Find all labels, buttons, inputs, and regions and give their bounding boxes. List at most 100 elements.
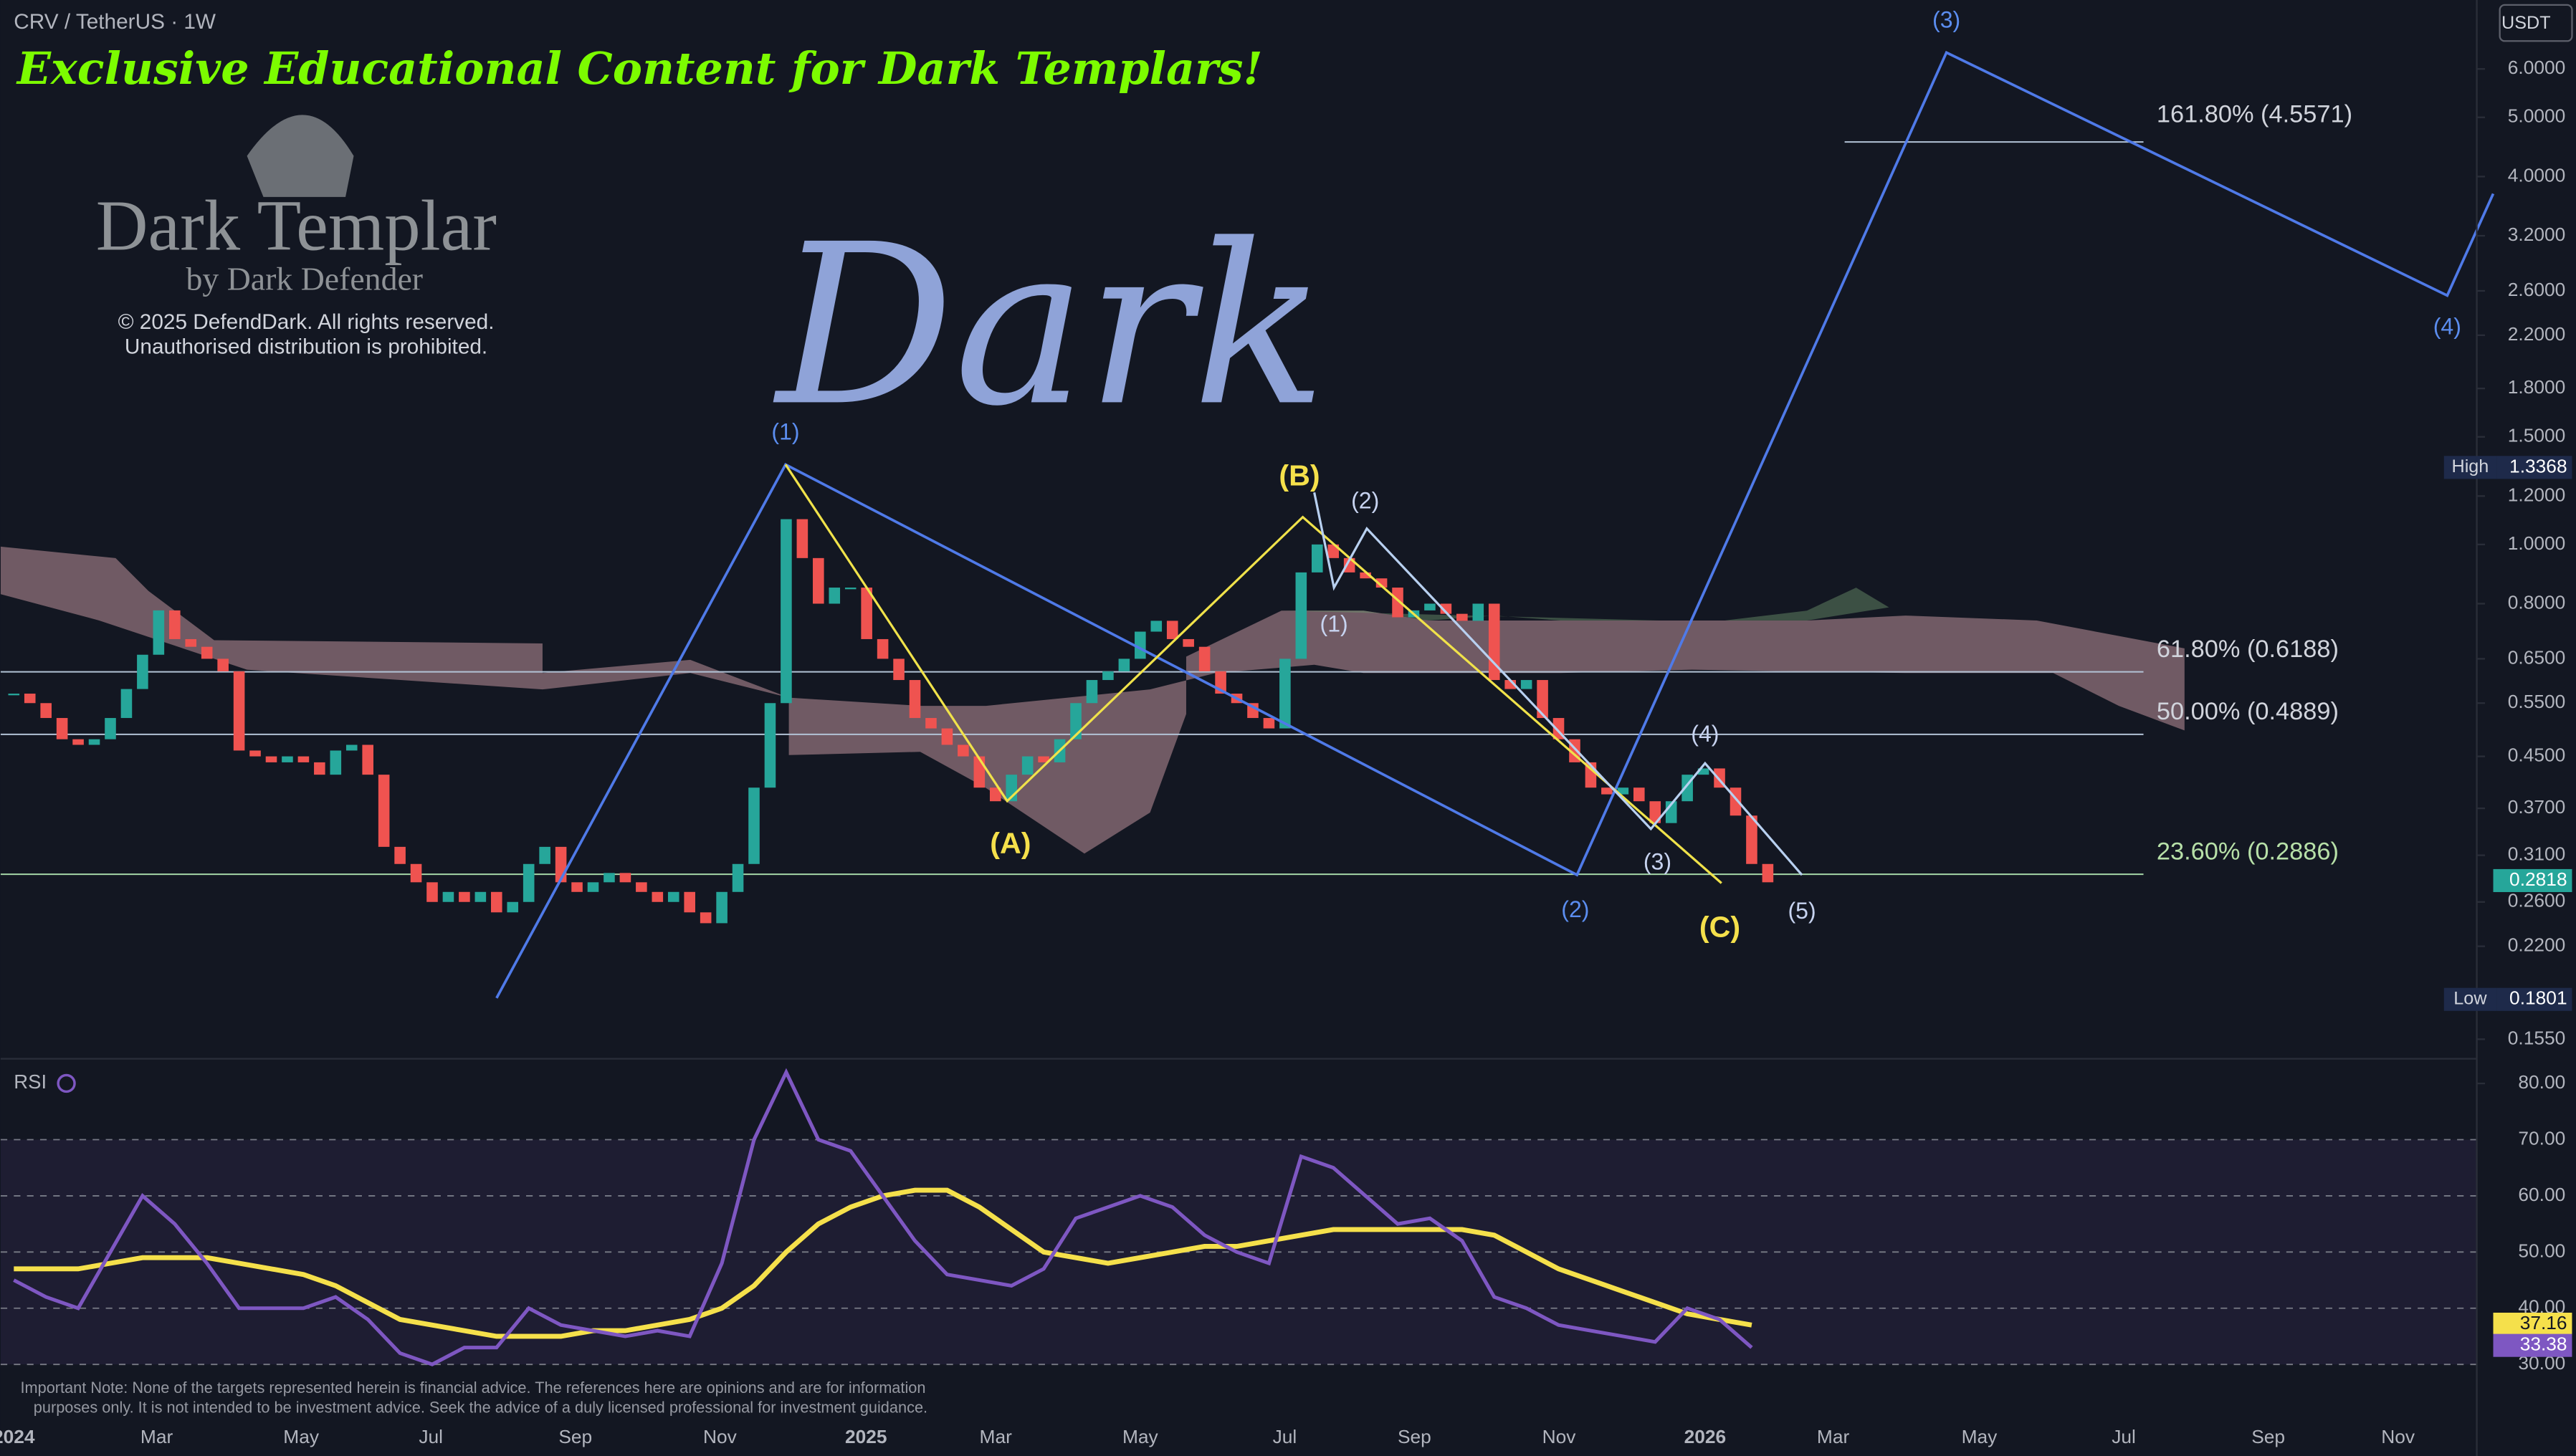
candle [378,775,390,847]
candle [410,863,422,883]
currency-button[interactable] [2499,4,2573,42]
rsi-line [13,1068,1753,1366]
candle [973,756,986,788]
disclaimer-line: purposes only. It is not intended to be … [34,1398,927,1416]
candle [394,846,406,864]
y-tick-label: 3.2000 [2508,224,2566,245]
candle [1360,572,1371,579]
candle [941,728,953,745]
candle [282,756,293,762]
candle [925,718,937,729]
y-tick-label: 1.8000 [2508,376,2566,398]
candle [989,787,1001,802]
candle [120,689,133,719]
candle [1166,621,1178,639]
y-tick-label: 2.2000 [2508,323,2566,345]
candle [491,891,502,913]
x-tick-label: Jul [2112,1426,2136,1447]
candle [1456,613,1468,621]
y-tick-label: 0.1550 [2508,1027,2566,1048]
candle [796,519,808,558]
candle [1038,756,1049,762]
candle [861,588,872,639]
candle [958,744,969,757]
x-tick-label: May [1122,1426,1159,1447]
candle [8,694,20,696]
candle [474,891,487,902]
rsi-tick-label: 60.00 [2518,1184,2565,1205]
notice: Unauthorised distribution is prohibited. [125,335,487,359]
y-tick-label: 0.2600 [2508,890,2566,911]
candle [523,863,535,902]
y-tick-label: 0.3100 [2508,843,2566,865]
candle [1150,621,1163,632]
candle [732,863,744,892]
candle [1617,787,1629,795]
rsi-tick-label: 80.00 [2518,1071,2565,1093]
candle [1472,603,1484,621]
candle [1021,756,1034,775]
brand: Dark Templar [96,185,497,265]
y-tick-label: 4.0000 [2508,164,2566,186]
wave-label: (2) [1351,487,1379,513]
wave-line [1313,492,1803,876]
high-tag-label: High [2452,456,2489,476]
candle [40,703,52,719]
candle [24,694,36,704]
y-tick-label: 1.5000 [2508,425,2566,446]
y-tick-label: 1.2000 [2508,484,2566,505]
y-tick-label: 0.6500 [2508,646,2566,668]
candle [153,610,165,655]
candle [587,882,599,892]
candle [684,891,695,913]
rsi-settings-icon[interactable] [57,1073,76,1093]
candle [72,739,84,745]
currency[interactable]: USDT [2501,13,2551,33]
candle [1537,680,1548,719]
low-value: 0.1801 [2509,987,2567,1009]
x-tick-label: Sep [1398,1426,1431,1447]
candle [700,912,712,924]
x-tick-label: May [283,1426,320,1447]
x-tick-label: May [1962,1426,1998,1447]
y-tick-label: 0.8000 [2508,591,2566,613]
candle [137,654,148,689]
wave-label: (C) [1699,911,1740,944]
candle [1424,603,1436,610]
rsi-value: 33.38 [2520,1333,2567,1355]
x-tick-label: Mar [1817,1426,1850,1447]
candle [1295,572,1307,659]
candle [314,762,325,775]
candle [844,588,857,590]
candle [1520,680,1532,689]
x-tick-label: Nov [2381,1426,2415,1447]
y-tick-label: 0.4500 [2508,744,2566,766]
rsi-value-tag [2493,1333,2572,1357]
candle [909,680,921,719]
candle [169,610,181,639]
fib-label: 50.00% (0.4889) [2157,698,2339,725]
byline: by Dark Defender [186,261,423,297]
wave-line [784,464,1722,884]
last-price-tag [2493,868,2572,892]
wave-label: (3) [1932,6,1960,32]
candle [1375,578,1388,588]
wave-line [495,50,2495,999]
candle [604,873,615,883]
candle [1601,787,1613,795]
rsi-tick-label: 50.00 [2518,1240,2565,1261]
x-tick-label: Sep [558,1426,592,1447]
candle [297,756,310,762]
candle [1633,787,1645,802]
candle [877,638,889,659]
candle [1392,588,1403,618]
candle [249,750,261,757]
candle [1102,671,1114,681]
candle [1198,646,1211,671]
high-value-tag [2496,456,2572,479]
y-tick-label: 6.0000 [2508,57,2566,78]
y-tick-label: 5.0000 [2508,105,2566,127]
candle [1070,703,1082,739]
symbol: CRV / TetherUS · 1W [14,10,216,34]
